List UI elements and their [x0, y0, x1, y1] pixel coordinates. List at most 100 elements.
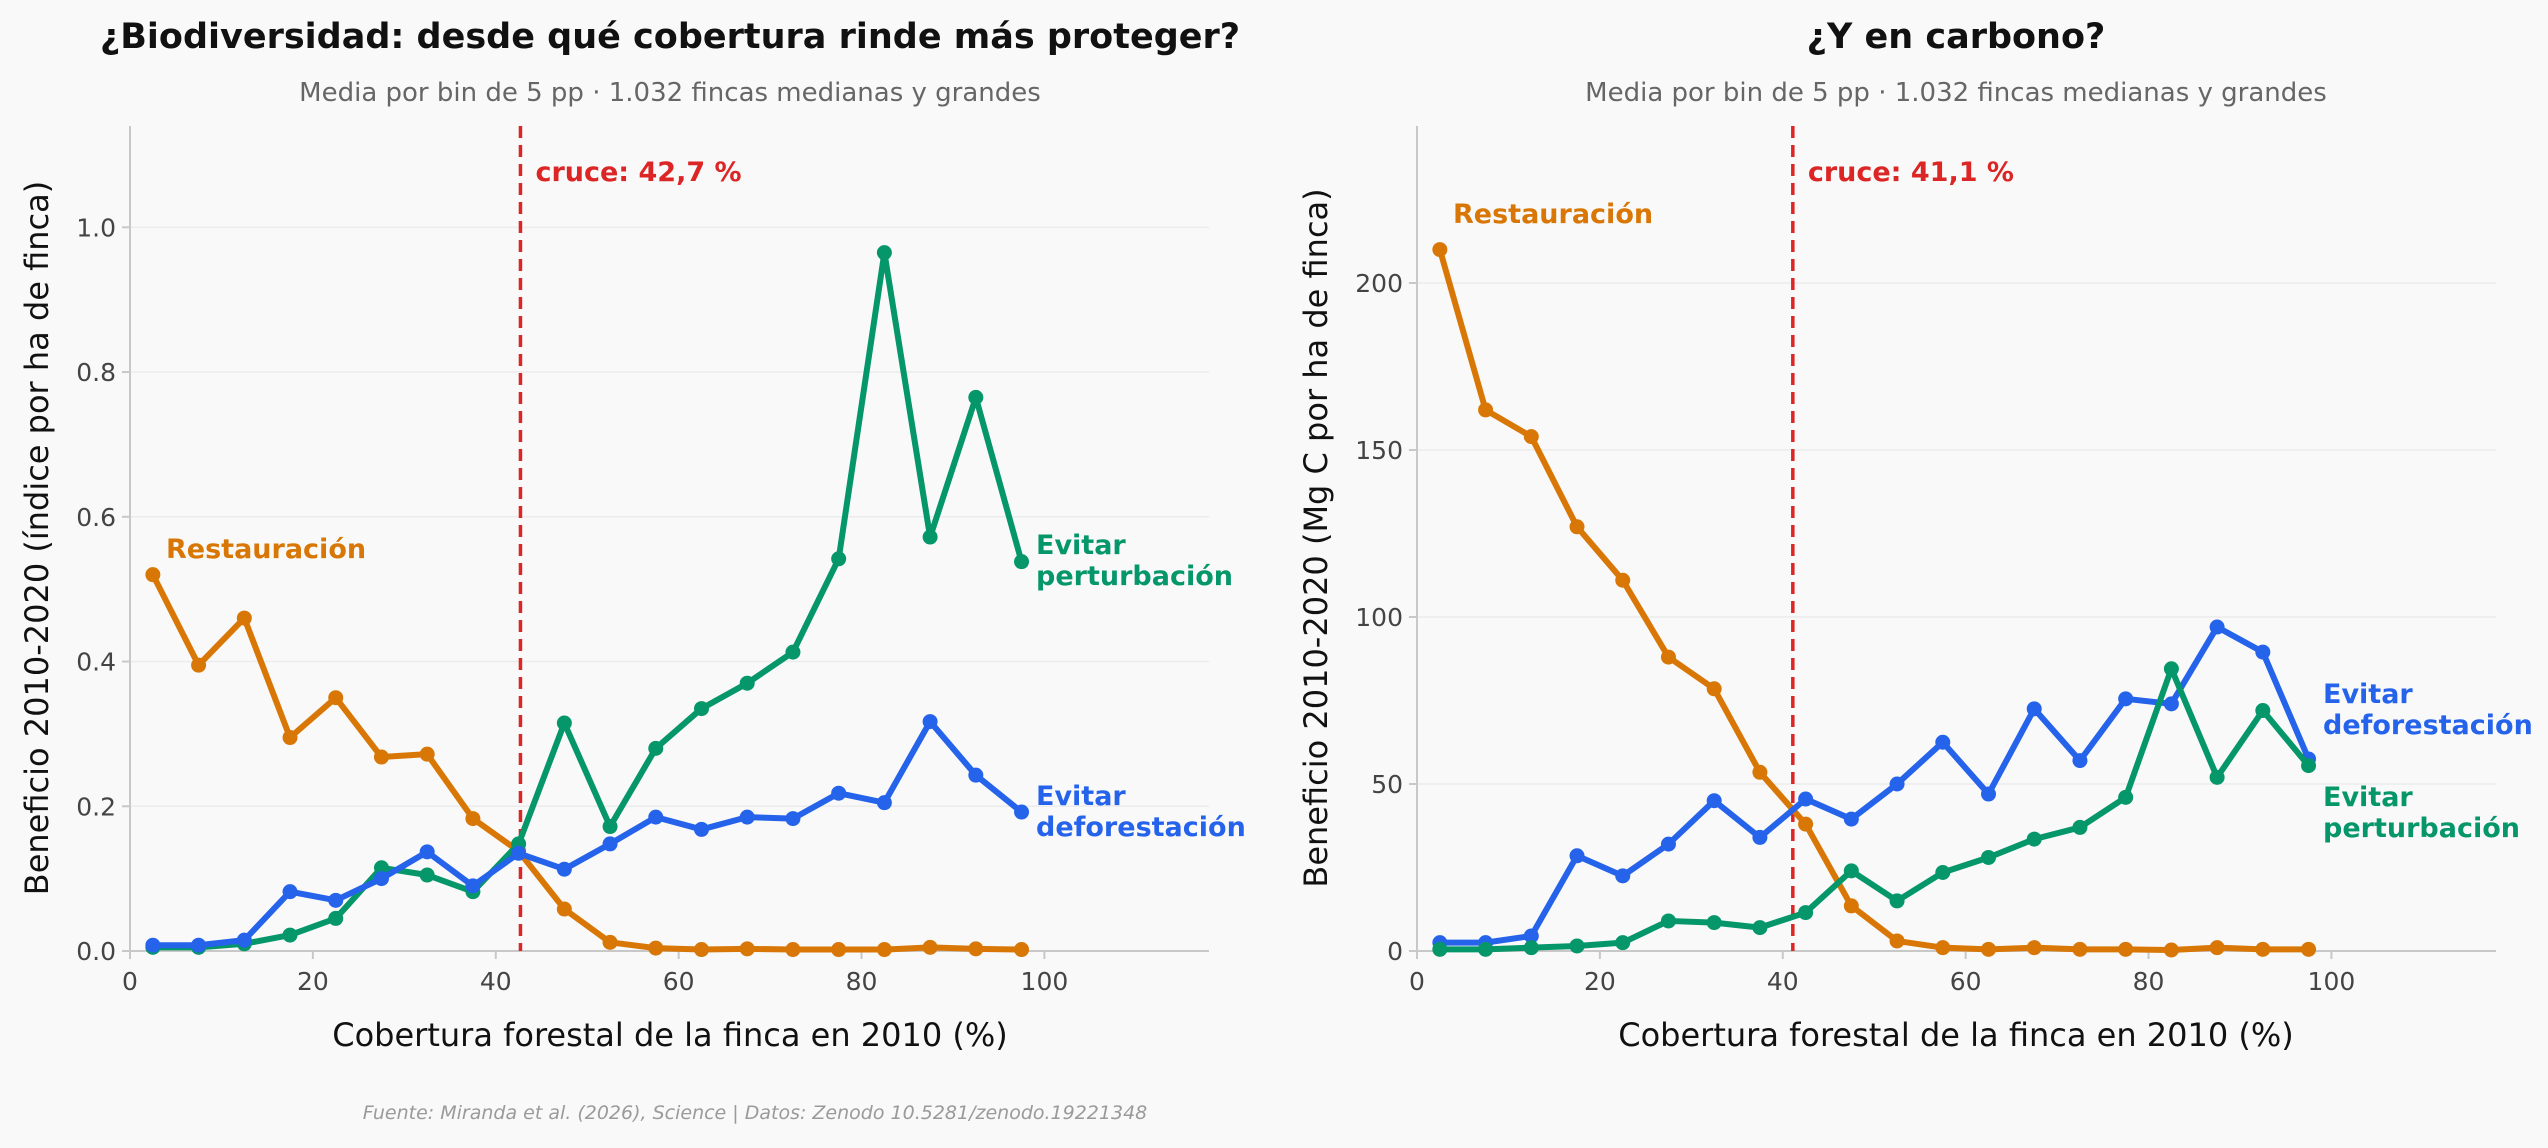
data-point-perturbacion — [2163, 661, 2179, 677]
data-point-perturbacion — [1432, 941, 1448, 957]
data-point-deforestacion — [1706, 793, 1722, 809]
data-point-restauracion — [1889, 933, 1905, 949]
data-point-perturbacion — [2026, 831, 2042, 847]
chart-subtitle: Media por bin de 5 pp · 1.032 fincas med… — [1585, 78, 2327, 108]
data-point-deforestacion — [419, 844, 435, 860]
data-point-perturbacion — [328, 910, 344, 926]
carbon-panel: ¿Y en carbono? Media por bin de 5 pp · 1.… — [1297, 17, 2533, 1054]
data-point-deforestacion — [1843, 811, 1859, 827]
x-tick-label: 0 — [1409, 967, 1425, 996]
y-tick-label: 0 — [1387, 937, 1403, 966]
series-label-restauracion: Restauración — [166, 534, 366, 565]
data-point-restauracion — [236, 610, 252, 626]
data-point-restauracion — [1432, 242, 1448, 258]
data-point-restauracion — [2163, 942, 2179, 958]
data-point-restauracion — [2301, 941, 2317, 957]
data-point-deforestacion — [1981, 786, 1997, 802]
data-point-perturbacion — [1014, 554, 1030, 570]
series-label-perturbacion: Evitar perturbación — [1036, 530, 1233, 592]
data-point-restauracion — [648, 940, 664, 956]
x-tick-label: 40 — [480, 967, 512, 996]
y-tick-label: 200 — [1355, 269, 1403, 298]
data-point-perturbacion — [282, 927, 298, 943]
data-point-restauracion — [282, 730, 298, 746]
crossover-label: cruce: 41,1 % — [1808, 157, 2014, 188]
series-label-line: deforestación — [1036, 812, 1246, 843]
x-tick-label: 20 — [1584, 967, 1616, 996]
series-restauracion — [145, 567, 1030, 958]
y-tick-label: 1.0 — [76, 213, 116, 242]
series-label-deforestacion: Evitar deforestación — [2323, 679, 2533, 741]
data-point-deforestacion — [876, 795, 892, 811]
data-point-deforestacion — [373, 871, 389, 887]
data-point-perturbacion — [2301, 758, 2317, 774]
data-point-restauracion — [2255, 941, 2271, 957]
data-point-restauracion — [1798, 816, 1814, 832]
y-tick-label: 0.4 — [76, 648, 116, 677]
data-point-deforestacion — [2026, 701, 2042, 717]
series-label-restauracion: Restauración — [1453, 199, 1653, 230]
data-point-deforestacion — [2072, 753, 2088, 769]
data-point-deforestacion — [556, 861, 572, 877]
data-point-deforestacion — [602, 836, 618, 852]
data-point-perturbacion — [2118, 789, 2134, 805]
data-point-restauracion — [191, 657, 207, 673]
y-tick-label: 50 — [1371, 770, 1403, 799]
series-label-line: deforestación — [2323, 710, 2533, 741]
biodiversity-panel: ¿Biodiversidad: desde qué cobertura rind… — [18, 17, 1246, 1054]
data-point-restauracion — [1981, 941, 1997, 957]
data-point-deforestacion — [282, 884, 298, 900]
data-point-perturbacion — [1752, 920, 1768, 936]
data-point-perturbacion — [2255, 703, 2271, 719]
series-deforestacion — [1432, 619, 2317, 951]
series-perturbacion — [1432, 661, 2317, 957]
x-tick-label: 60 — [663, 967, 695, 996]
series-line-deforestacion — [1436, 624, 2312, 946]
series-label-line: Restauración — [166, 534, 366, 565]
data-point-perturbacion — [1706, 915, 1722, 931]
data-point-restauracion — [465, 811, 481, 827]
x-axis-label: Cobertura forestal de la finca en 2010 (… — [1618, 1016, 2294, 1054]
x-tick-label: 80 — [2133, 967, 2165, 996]
data-point-restauracion — [2209, 940, 2225, 956]
data-point-restauracion — [328, 690, 344, 706]
x-tick-label: 0 — [122, 967, 138, 996]
data-point-deforestacion — [1615, 868, 1631, 884]
data-point-perturbacion — [1889, 893, 1905, 909]
data-point-restauracion — [785, 942, 801, 958]
data-point-deforestacion — [465, 878, 481, 894]
data-point-perturbacion — [785, 644, 801, 660]
data-point-perturbacion — [1981, 849, 1997, 865]
data-point-restauracion — [968, 941, 984, 957]
series-label-line: perturbación — [1036, 561, 1233, 592]
y-tick-label: 0.0 — [76, 937, 116, 966]
data-point-deforestacion — [1935, 734, 1951, 750]
data-point-perturbacion — [1935, 865, 1951, 881]
data-point-perturbacion — [694, 701, 710, 717]
x-tick-label: 100 — [1021, 967, 1069, 996]
series-perturbacion — [145, 245, 1030, 955]
series-label-line: Evitar — [1036, 530, 1126, 561]
series-line-perturbacion — [149, 249, 1025, 951]
data-point-perturbacion — [556, 715, 572, 731]
series-label-deforestacion: Evitar deforestación — [1036, 781, 1246, 843]
data-point-deforestacion — [2118, 691, 2134, 707]
data-point-deforestacion — [694, 821, 710, 837]
chart-subtitle: Media por bin de 5 pp · 1.032 fincas med… — [299, 78, 1041, 108]
series-deforestacion — [145, 714, 1030, 953]
data-point-restauracion — [1014, 942, 1030, 958]
data-point-restauracion — [694, 942, 710, 958]
data-point-restauracion — [1523, 429, 1539, 445]
data-point-perturbacion — [1615, 935, 1631, 951]
y-tick-label: 0.2 — [76, 792, 116, 821]
data-point-perturbacion — [831, 551, 847, 567]
data-point-deforestacion — [1752, 829, 1768, 845]
data-point-perturbacion — [1660, 913, 1676, 929]
data-point-deforestacion — [191, 937, 207, 953]
data-point-deforestacion — [2209, 619, 2225, 635]
series-label-line: Evitar — [1036, 781, 1126, 812]
data-point-perturbacion — [648, 740, 664, 756]
data-point-deforestacion — [1569, 848, 1585, 864]
data-point-perturbacion — [602, 819, 618, 835]
x-tick-label: 40 — [1767, 967, 1799, 996]
